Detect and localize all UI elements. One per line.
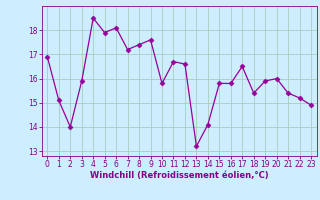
X-axis label: Windchill (Refroidissement éolien,°C): Windchill (Refroidissement éolien,°C) [90, 171, 268, 180]
